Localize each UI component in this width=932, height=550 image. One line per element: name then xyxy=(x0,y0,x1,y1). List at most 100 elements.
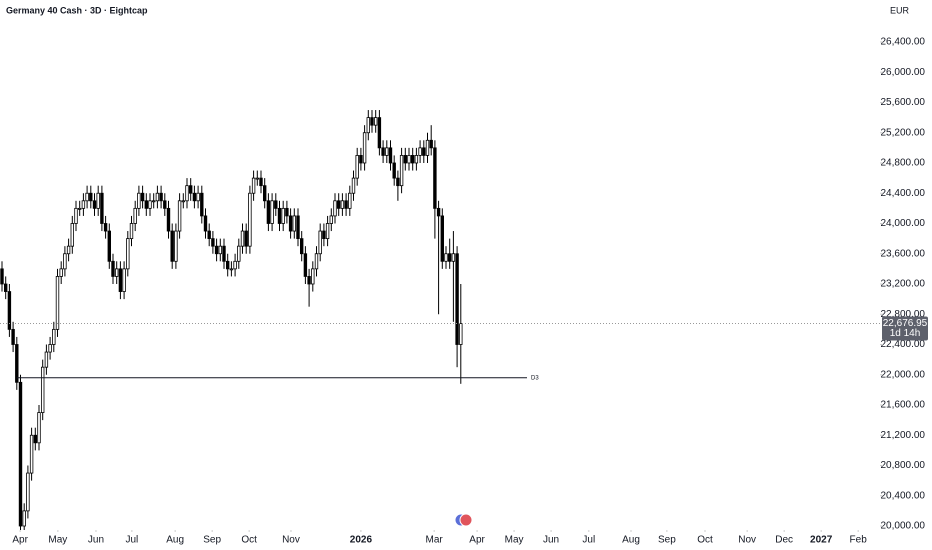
candle-body xyxy=(307,276,311,285)
x-tick-label: Feb xyxy=(850,535,868,546)
candle-body xyxy=(163,200,167,209)
candle-body xyxy=(200,192,204,217)
candle-body xyxy=(333,200,337,217)
candle-body xyxy=(288,215,293,232)
x-tick-label: Jul xyxy=(582,535,595,546)
candle-body xyxy=(348,192,352,209)
candle-body xyxy=(192,192,197,202)
candle-body xyxy=(111,260,115,277)
candle-body xyxy=(52,328,56,345)
event-icons[interactable] xyxy=(454,513,473,527)
candle-body xyxy=(270,200,274,224)
candle-body xyxy=(318,230,322,255)
candle-body xyxy=(447,253,452,262)
candle-body xyxy=(366,117,370,134)
candle-body xyxy=(377,117,382,149)
candle-body xyxy=(336,200,341,209)
candle-body xyxy=(11,328,15,345)
candle-body xyxy=(26,472,30,512)
candle-body xyxy=(214,245,219,255)
x-tick-label: Aug xyxy=(166,535,184,546)
candle-body xyxy=(222,245,226,262)
candle-body xyxy=(248,192,252,247)
candle-body xyxy=(114,268,119,277)
candle-body xyxy=(144,200,148,209)
x-tick-label: Oct xyxy=(241,535,257,546)
candle-body xyxy=(325,223,330,240)
candle-body xyxy=(103,223,108,232)
x-tick-label: Sep xyxy=(658,535,676,546)
candle-body xyxy=(381,147,385,156)
candle-body xyxy=(151,200,156,203)
candle-body xyxy=(262,185,267,202)
currency-label: EUR xyxy=(890,5,910,15)
candle-body xyxy=(385,147,389,156)
candle-body xyxy=(148,200,152,209)
candle-body xyxy=(55,276,60,330)
candle-body xyxy=(255,177,259,180)
candle-body xyxy=(392,162,396,179)
candle-body xyxy=(40,366,45,413)
chart-title: Germany 40 Cash · 3D · Eightcap xyxy=(6,5,148,15)
candle-body xyxy=(322,230,326,240)
candle-body xyxy=(303,253,308,277)
x-tick-label: Aug xyxy=(622,535,640,546)
x-tick-label: Mar xyxy=(426,535,444,546)
candle-body xyxy=(274,200,278,209)
candle-body xyxy=(185,185,189,202)
candle-body xyxy=(266,200,271,224)
candle-body xyxy=(281,207,285,224)
candle-body xyxy=(92,200,97,209)
candle-body xyxy=(85,192,89,202)
candle-body xyxy=(33,434,37,444)
candle-body xyxy=(399,155,404,187)
candle-body xyxy=(251,177,256,194)
y-tick-label: 22,800.00 xyxy=(881,309,926,320)
candle-body xyxy=(70,223,74,247)
x-tick-label: Jul xyxy=(125,535,138,546)
candle-body xyxy=(418,147,422,156)
y-tick-label: 25,200.00 xyxy=(881,127,926,138)
candle-body xyxy=(440,215,444,262)
candle-body xyxy=(451,253,456,262)
candle-body xyxy=(351,177,356,194)
y-tick-label: 25,600.00 xyxy=(881,97,926,108)
candle-body xyxy=(211,238,215,247)
countdown-label: 1d 14h xyxy=(890,328,921,339)
candle-body xyxy=(355,155,359,179)
candle-body xyxy=(7,291,12,330)
y-tick-label: 26,400.00 xyxy=(881,37,926,48)
y-tick-label: 26,000.00 xyxy=(881,67,926,78)
candle-body xyxy=(188,185,193,194)
candle-body xyxy=(15,344,19,383)
candle-body xyxy=(292,215,296,232)
x-tick-label: 2026 xyxy=(350,535,373,546)
plot-area xyxy=(0,110,463,530)
event-icon[interactable] xyxy=(459,513,473,527)
candle-body xyxy=(277,207,282,224)
x-tick-label: Nov xyxy=(738,535,756,546)
candle-body xyxy=(296,215,300,240)
candle-body xyxy=(29,434,34,474)
x-tick-label: May xyxy=(48,535,67,546)
candle-body xyxy=(244,230,248,247)
candle-body xyxy=(359,155,363,164)
candle-body xyxy=(436,207,441,217)
candle-body xyxy=(107,230,111,262)
x-tick-label: Oct xyxy=(697,535,713,546)
candle-body xyxy=(137,192,141,209)
candle-body xyxy=(240,230,245,247)
y-tick-label: 20,000.00 xyxy=(881,521,926,532)
candle-body xyxy=(22,510,26,527)
candle-body xyxy=(96,192,100,209)
candle-body xyxy=(126,238,130,270)
candle-body xyxy=(422,147,426,156)
candle-body xyxy=(181,200,185,203)
y-tick-label: 24,400.00 xyxy=(881,188,926,199)
candle-body xyxy=(77,207,82,210)
candle-body xyxy=(196,192,200,202)
candle-body xyxy=(340,200,345,209)
y-tick-label: 24,800.00 xyxy=(881,158,926,169)
candle-body xyxy=(0,268,4,285)
